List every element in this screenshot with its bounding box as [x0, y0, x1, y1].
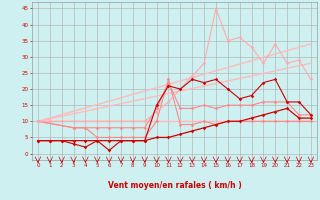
X-axis label: Vent moyen/en rafales ( km/h ): Vent moyen/en rafales ( km/h ): [108, 181, 241, 190]
